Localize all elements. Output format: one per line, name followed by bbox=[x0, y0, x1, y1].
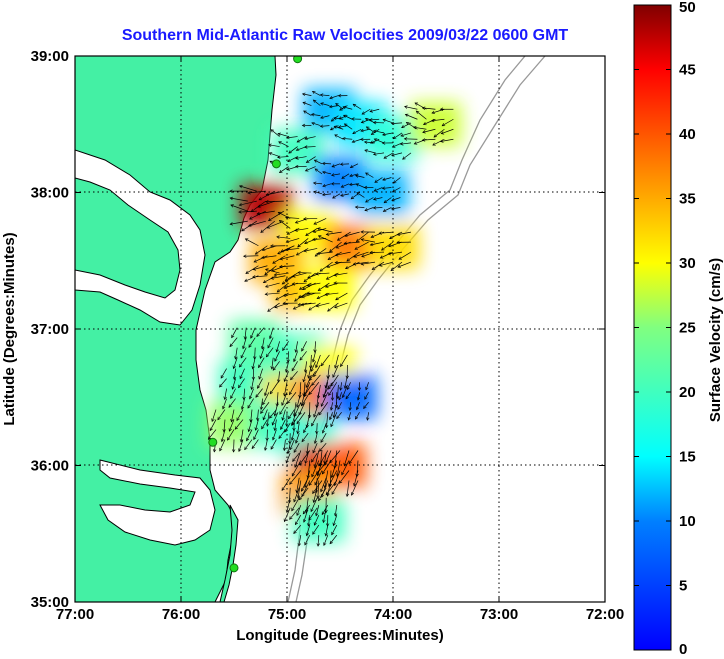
colorbar-label: Surface Velocity (cm/s) bbox=[707, 258, 724, 422]
station-marker-2 bbox=[208, 437, 218, 447]
x-tick-label-2: 75:00 bbox=[268, 606, 306, 623]
colorbar-tick-label-9: 45 bbox=[679, 62, 696, 79]
y-tick-label-2: 37:00 bbox=[31, 321, 69, 338]
colorbar-tick-label-4: 20 bbox=[679, 384, 696, 401]
vector-group-4 bbox=[268, 129, 316, 174]
x-tick-label-1: 76:00 bbox=[162, 606, 200, 623]
colorbar-tick-label-8: 40 bbox=[679, 126, 696, 143]
vector-group-24 bbox=[289, 450, 338, 499]
y-axis-label: Latitude (Degrees:Minutes) bbox=[1, 232, 18, 425]
vector-group-3 bbox=[403, 102, 454, 146]
vector-group-15 bbox=[272, 341, 317, 383]
barrier-island bbox=[219, 504, 239, 602]
vector-group-11 bbox=[243, 238, 295, 285]
chart-title: Southern Mid-Atlantic Raw Velocities 200… bbox=[122, 27, 569, 44]
vector-group-25 bbox=[312, 450, 359, 498]
station-marker-0 bbox=[293, 56, 303, 64]
colorbar bbox=[633, 4, 672, 651]
grid-lines bbox=[75, 56, 605, 602]
vector-group-21 bbox=[207, 409, 253, 453]
velocity-vectors bbox=[207, 91, 454, 547]
vector-group-6 bbox=[354, 172, 401, 212]
vector-group-0 bbox=[301, 91, 348, 131]
colorbar-tick-label-7: 35 bbox=[679, 191, 696, 208]
radar-stations bbox=[208, 56, 303, 573]
vector-group-17 bbox=[219, 368, 264, 411]
colorbar-tick-label-3: 15 bbox=[679, 449, 696, 466]
vector-group-5 bbox=[312, 159, 359, 200]
colorbar-tick-label-10: 50 bbox=[679, 0, 696, 16]
vector-group-1 bbox=[333, 103, 380, 144]
colorbar-tick-label-0: 0 bbox=[679, 641, 687, 658]
vector-group-2 bbox=[363, 117, 412, 160]
vector-group-13 bbox=[297, 270, 348, 312]
colorbar-tick-label-5: 25 bbox=[679, 320, 696, 337]
chesapeake-bay bbox=[75, 149, 206, 326]
vector-group-8 bbox=[276, 211, 327, 257]
station-marker-3 bbox=[229, 563, 239, 573]
y-tick-label-1: 38:00 bbox=[31, 185, 69, 202]
vector-group-20 bbox=[328, 382, 370, 421]
x-axis-label: Longitude (Degrees:Minutes) bbox=[236, 627, 444, 644]
x-tick-label-5: 72:00 bbox=[586, 606, 624, 623]
vector-group-16 bbox=[303, 354, 349, 400]
colorbar-tick-label-6: 30 bbox=[679, 255, 696, 272]
vector-group-26 bbox=[281, 477, 328, 524]
x-tick-label-0: 77:00 bbox=[56, 606, 94, 623]
y-tick-label-3: 36:00 bbox=[31, 458, 69, 475]
vector-group-7 bbox=[229, 184, 284, 233]
y-tick-label-0: 39:00 bbox=[31, 48, 69, 65]
x-tick-label-3: 74:00 bbox=[374, 606, 412, 623]
x-tick-label-4: 73:00 bbox=[480, 606, 518, 623]
vector-group-22 bbox=[251, 409, 296, 452]
pamlico-sound bbox=[99, 459, 216, 546]
y-tick-label-4: 35:00 bbox=[31, 594, 69, 611]
station-marker-1 bbox=[271, 159, 281, 169]
vector-group-10 bbox=[360, 230, 412, 272]
colorbar-tick-label-1: 5 bbox=[679, 578, 687, 595]
vector-group-9 bbox=[316, 227, 369, 272]
colorbar-tick-label-2: 10 bbox=[679, 513, 696, 530]
vector-group-14 bbox=[229, 327, 274, 370]
vector-group-23 bbox=[284, 423, 327, 465]
vector-group-27 bbox=[293, 504, 338, 547]
vector-group-19 bbox=[291, 382, 339, 429]
